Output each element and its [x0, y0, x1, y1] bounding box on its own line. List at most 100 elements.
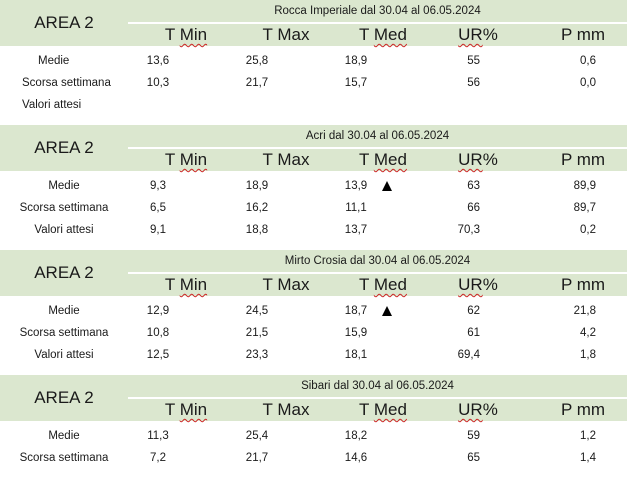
table-cell: 15,9: [344, 327, 368, 339]
column-header: T Med: [359, 275, 407, 294]
table-cell: 0,2: [580, 224, 596, 236]
column-header: T Min: [164, 25, 208, 44]
column-header: T Max: [262, 150, 310, 169]
area-label: AREA 2: [0, 125, 128, 171]
table-cell: 13,7: [344, 224, 368, 236]
row-label: Valori attesi: [34, 349, 94, 361]
table-cell: 65: [467, 452, 480, 464]
row-label: Medie: [48, 180, 80, 192]
table-cell: 15,7: [344, 77, 368, 89]
area-label: AREA 2: [0, 375, 128, 421]
row-label: Valori attesi: [34, 224, 94, 236]
table-row: Medie 9,3 18,9 13,9 63 89,9: [0, 175, 627, 197]
table-cell: 89,9: [573, 180, 596, 192]
column-header: T Med: [359, 150, 407, 169]
table-cell: 18,9: [245, 180, 269, 192]
table-cell: 56: [467, 77, 480, 89]
table-cell: 25,8: [245, 55, 269, 67]
table-row: Scorsa settimana 6,5 16,2 11,1 66 89,7: [0, 197, 627, 219]
table-row: Scorsa settimana 10,8 21,5 15,9 61 4,2: [0, 322, 627, 344]
trend-up-icon: [382, 181, 392, 191]
column-header: P mm: [560, 25, 606, 44]
table-cell: 23,3: [245, 349, 269, 361]
table-row: Medie 12,9 24,5 18,7 62 21,8: [0, 300, 627, 322]
row-label: Scorsa settimana: [19, 452, 109, 464]
table-cell: 10,3: [146, 77, 170, 89]
table-cell: 0,6: [580, 55, 596, 67]
table-row: Valori attesi: [0, 94, 627, 116]
table-cell: 12,9: [146, 305, 170, 317]
table-cell: 21,7: [245, 77, 269, 89]
area-label: AREA 2: [0, 0, 128, 46]
table-cell: 12,5: [146, 349, 170, 361]
table-cell: 25,4: [245, 430, 269, 442]
column-header: P mm: [560, 400, 606, 419]
table-cell: 11,3: [147, 430, 169, 442]
station-title: Acri dal 30.04 al 06.05.2024: [128, 125, 627, 147]
table-cell: 61: [467, 327, 480, 339]
table-cell: 55: [467, 55, 480, 67]
column-headers: T Min T Max T Med UR% P mm: [128, 399, 627, 421]
table-cell: 63: [467, 180, 480, 192]
table-cell: 14,6: [344, 452, 368, 464]
table-row: Scorsa settimana 10,3 21,7 15,7 56 0,0: [0, 72, 627, 94]
row-label: Scorsa settimana: [19, 327, 109, 339]
table-cell: 18,2: [344, 430, 368, 442]
table-cell: 6,5: [150, 202, 166, 214]
table-row: Valori attesi 9,1 18,8 13,7 70,3 0,2: [0, 219, 627, 241]
column-header: T Max: [262, 25, 310, 44]
table-cell: 18,7: [344, 305, 368, 317]
station-table: AREA 2 Acri dal 30.04 al 06.05.2024 T Min T…: [0, 125, 627, 245]
trend-up-icon: [382, 306, 392, 316]
table-cell: 1,4: [580, 452, 596, 464]
table-cell: 21,8: [573, 305, 596, 317]
table-cell: 16,2: [245, 202, 269, 214]
station-table: AREA 2 Mirto Crosia dal 30.04 al 06.05.20…: [0, 250, 627, 370]
table-cell: 62: [467, 305, 480, 317]
row-label: Medie: [48, 305, 80, 317]
row-label: Medie: [38, 55, 70, 67]
station-title: Mirto Crosia dal 30.04 al 06.05.2024: [128, 250, 627, 272]
column-header: P mm: [560, 150, 606, 169]
table-cell: 1,2: [580, 430, 596, 442]
table-cell: 7,2: [150, 452, 166, 464]
table-cell: 18,8: [245, 224, 269, 236]
table-cell: 18,1: [344, 349, 368, 361]
column-header: T Med: [359, 400, 407, 419]
table-cell: 89,7: [573, 202, 596, 214]
table-cell: 10,8: [146, 327, 170, 339]
area-label: AREA 2: [0, 250, 128, 296]
column-header: T Max: [262, 275, 310, 294]
row-label: Scorsa settimana: [22, 77, 111, 89]
column-header: T Med: [359, 25, 407, 44]
column-headers: T Min T Max T Med UR% P mm: [128, 149, 627, 171]
column-header: UR%: [458, 400, 498, 419]
table-cell: 13,9: [344, 180, 368, 192]
station-table: AREA 2 Sibari dal 30.04 al 06.05.2024 T Mi…: [0, 375, 627, 495]
row-label: Valori attesi: [22, 99, 82, 111]
table-row: Medie 13,6 25,8 18,9 55 0,6: [0, 50, 627, 72]
table-row: Scorsa settimana 7,2 21,7 14,6 65 1,4: [0, 447, 627, 469]
table-cell: 18,9: [344, 55, 368, 67]
station-title: Rocca Imperiale dal 30.04 al 06.05.2024: [128, 0, 627, 22]
row-label: Scorsa settimana: [19, 202, 109, 214]
column-header: UR%: [458, 150, 498, 169]
column-headers: T Min T Max T Med UR% P mm: [128, 274, 627, 296]
table-cell: 1,8: [580, 349, 596, 361]
column-header: UR%: [458, 25, 498, 44]
table-cell: 24,5: [245, 305, 269, 317]
table-cell: 21,5: [245, 327, 269, 339]
table-cell: 13,6: [146, 55, 170, 67]
table-cell: 21,7: [245, 452, 269, 464]
table-row: Medie 11,3 25,4 18,2 59 1,2: [0, 425, 627, 447]
table-cell: 66: [467, 202, 480, 214]
table-cell: 69,4: [457, 349, 480, 361]
table-cell: 0,0: [580, 77, 596, 89]
column-header: UR%: [458, 275, 498, 294]
column-header: T Min: [164, 400, 208, 419]
column-headers: T Min T Max T Med UR% P mm: [128, 24, 627, 46]
table-row: Valori attesi 12,5 23,3 18,1 69,4 1,8: [0, 344, 627, 366]
column-header: T Min: [164, 150, 208, 169]
table-cell: 4,2: [580, 327, 596, 339]
row-label: Medie: [48, 430, 80, 442]
